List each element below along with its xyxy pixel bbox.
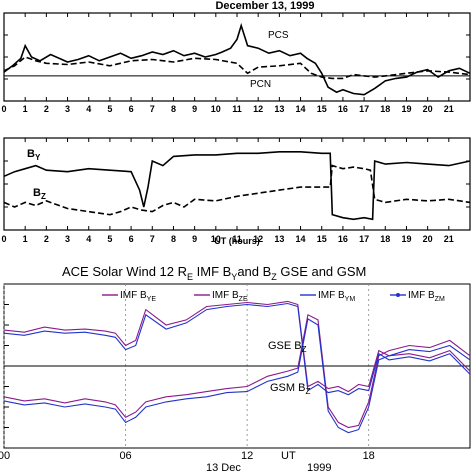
by-label: BY: [27, 148, 41, 162]
panel3-x-ticks: 00 06 12 18: [0, 450, 375, 462]
panel3-year: 1999: [307, 462, 331, 474]
panel1-tick-label: 17: [359, 104, 369, 114]
panel1-series-pcs: [3, 22, 471, 96]
panel1-tick-label: 2: [44, 104, 49, 114]
panel2-tick-label: 2: [44, 234, 49, 244]
panel2-tick-label: 18: [380, 234, 390, 244]
legend-label: IMF BZE: [212, 290, 248, 303]
panel2-tick-label: 16: [338, 234, 348, 244]
panel2-tick-label: 4: [86, 234, 91, 244]
gsm-bz-label: GSM BZ: [270, 382, 310, 396]
panel1-tick-label: 3: [65, 104, 70, 114]
panel2-tick-label: 9: [192, 234, 197, 244]
panel1-tick-label: 15: [317, 104, 327, 114]
panel3-legend: IMF BYE IMF BZE IMF BYM IMF BZM: [102, 290, 445, 303]
panel1-tick-label: 14: [296, 104, 306, 114]
panel2-x-ticks: 0 1 2 3 4 5 6 7 8 9 10 11 12 13 14 15 16 17 18 19 20 21: [1, 138, 454, 244]
panel2-tick-label: 6: [129, 234, 134, 244]
panel3-tick-label: 18: [363, 450, 375, 462]
panel-ace: ACE Solar Wind 12 RE IMF BYand BZ GSE an…: [0, 264, 471, 474]
panel3-series-imf-bzm: [3, 318, 471, 434]
panel1-tick-label: 11: [232, 104, 242, 114]
panel1-tick-label: 16: [338, 104, 348, 114]
legend-label: IMF BZM: [408, 290, 445, 303]
panel1-x-ticks: 0 1 2 3 4 5 6 7 8 9 10 11 12 13 14 15 16 17 18 19 20 21: [1, 13, 454, 114]
panel1-frame: [3, 12, 471, 102]
panel2-tick-label: 7: [150, 234, 155, 244]
panel2-tick-label: 11: [232, 234, 242, 244]
panel2-tick-label: 15: [317, 234, 327, 244]
panel2-tick-label: 13: [274, 234, 284, 244]
panel3-tick-label: 06: [119, 450, 131, 462]
panel2-tick-label: 20: [423, 234, 433, 244]
panel2-frame: [3, 137, 471, 231]
bz-label: BZ: [33, 187, 46, 201]
panel1-series-pcn: [3, 56, 471, 80]
panel2-tick-label: 0: [1, 234, 6, 244]
panel1-tick-label: 12: [253, 104, 263, 114]
panel1-tick-label: 19: [401, 104, 411, 114]
panel3-title: ACE Solar Wind 12 RE IMF BYand BZ GSE an…: [62, 264, 366, 282]
legend-marker: [396, 293, 400, 297]
panel2-tick-label: 1: [23, 234, 28, 244]
panel1-title: December 13, 1999: [215, 0, 314, 12]
panel3-series-imf-bye: [3, 300, 471, 393]
panel2-tick-label: 5: [107, 234, 112, 244]
panel3-xlabel: UT: [281, 450, 296, 462]
panel1-y-ticks: [4, 34, 470, 80]
panel1-tick-label: 21: [444, 104, 454, 114]
panel3-grid: [3, 284, 470, 448]
panel2-tick-label: 3: [65, 234, 70, 244]
panel1-tick-label: 10: [211, 104, 221, 114]
panel2-tick-label: 19: [401, 234, 411, 244]
panel2-tick-label: 14: [296, 234, 306, 244]
panel-pc-indices: December 13, 1999 0 1 2 3 4 5 6 7 8 9 10 11 12 13 14 15…: [1, 0, 471, 114]
panel3-series-imf-bze: [3, 313, 471, 429]
panel1-tick-label: 0: [1, 104, 6, 114]
pcs-label: PCS: [268, 30, 289, 41]
panel3-date: 13 Dec: [206, 462, 241, 474]
panel1-tick-label: 5: [107, 104, 112, 114]
panel3-tick-label: 00: [0, 450, 10, 462]
panel1-tick-label: 18: [380, 104, 390, 114]
legend-label: IMF BYM: [318, 290, 355, 303]
panel1-tick-label: 4: [86, 104, 91, 114]
panel2-tick-label: 10: [211, 234, 221, 244]
panel3-series-imf-bym: [3, 302, 471, 396]
panel-imf: 0 1 2 3 4 5 6 7 8 9 10 11 12 13 14 15 16 17 18 19 20 21 BY BZ…: [1, 137, 471, 246]
panel2-series-bz: [3, 164, 471, 216]
panel3-series: [3, 300, 471, 434]
panel1-series: [3, 22, 471, 96]
pcn-label: PCN: [250, 79, 271, 90]
panel2-xlabel: UT (hours): [214, 236, 260, 246]
panel2-series-by: [3, 151, 471, 221]
panel2-tick-label: 17: [359, 234, 369, 244]
panel2-tick-label: 21: [444, 234, 454, 244]
panel1-tick-label: 6: [129, 104, 134, 114]
panel1-tick-label: 9: [192, 104, 197, 114]
legend-label: IMF BYE: [120, 290, 156, 303]
panel2-tick-label: 12: [253, 234, 263, 244]
panel1-tick-label: 13: [274, 104, 284, 114]
panel1-tick-label: 1: [23, 104, 28, 114]
panel1-tick-label: 7: [150, 104, 155, 114]
gse-bz-label: GSE BZ: [268, 340, 307, 354]
panel3-tick-label: 12: [241, 450, 253, 462]
panel1-tick-label: 20: [423, 104, 433, 114]
panel1-tick-label: 8: [171, 104, 176, 114]
panel2-tick-label: 8: [171, 234, 176, 244]
panel2-series: [3, 151, 471, 221]
